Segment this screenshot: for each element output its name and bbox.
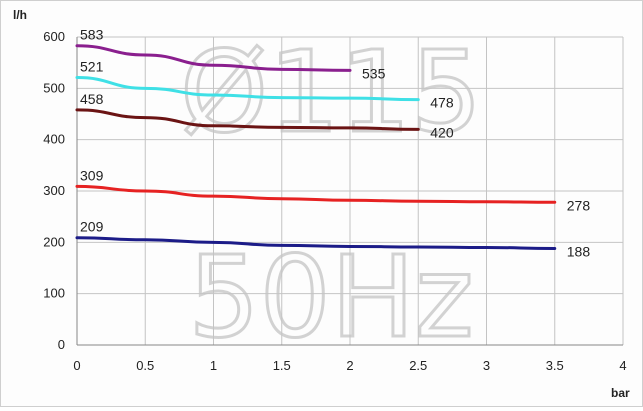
series-point [348, 199, 352, 202]
series-point [417, 128, 420, 131]
x-tick-label: 3.5 [546, 358, 564, 373]
series-point [348, 245, 352, 248]
end-value-label: 278 [567, 197, 591, 213]
series-line [75, 76, 420, 102]
series-point [144, 189, 147, 193]
x-tick-label: 1.5 [273, 358, 291, 373]
series-point [212, 194, 215, 198]
axes: 0 100 200 300 400 500 600 0 0.5 1 1.5 2 2.5 3 3.5 4 [43, 29, 626, 373]
series-point [212, 124, 215, 128]
x-tick-label: 0.5 [136, 358, 154, 373]
x-tick-label: 3 [483, 358, 490, 373]
series-point [280, 244, 283, 247]
series-point [417, 245, 420, 249]
start-value-label: 458 [80, 91, 104, 107]
series-point [348, 126, 352, 130]
y-tick-label: 600 [43, 29, 65, 44]
y-tick-label: 0 [58, 337, 65, 352]
series-point [212, 64, 215, 67]
y-tick-label: 400 [43, 132, 65, 147]
series-point [75, 44, 79, 47]
series-point [280, 197, 283, 200]
series-point [417, 200, 420, 203]
series-point [212, 241, 215, 244]
series-point [485, 246, 488, 249]
y-tick-label: 300 [43, 183, 65, 198]
end-value-label: 420 [430, 124, 454, 140]
series-point [280, 96, 283, 99]
end-value-label: 535 [362, 65, 386, 81]
series-point [348, 69, 352, 72]
series-point [75, 108, 79, 112]
series-point [144, 116, 147, 119]
end-value-label: 188 [567, 243, 591, 259]
x-tick-label: 2 [346, 358, 353, 373]
series-point [75, 236, 79, 239]
series-line [75, 236, 557, 250]
watermark: Ø115 50Hz [179, 27, 484, 365]
watermark-line-1: Ø115 [180, 28, 482, 158]
series-point [75, 76, 79, 79]
series-point [212, 93, 215, 97]
series-point [280, 126, 283, 129]
start-value-label: 309 [80, 167, 104, 183]
series-point [144, 238, 147, 241]
y-tick-label: 200 [43, 234, 65, 249]
series-layer [75, 44, 557, 250]
x-tick-label: 0 [73, 358, 80, 373]
series-point [348, 96, 352, 100]
watermark-line-2: 50Hz [188, 233, 474, 363]
series-point [144, 53, 147, 57]
start-value-label: 583 [80, 27, 104, 43]
x-tick-label: 2.5 [409, 358, 427, 373]
series-point [144, 87, 147, 90]
start-value-label: 209 [80, 219, 104, 235]
series-line [75, 108, 420, 131]
series-point [485, 200, 488, 203]
data-labels: 583 535 521 478 458 420 309 278 209 188 [80, 27, 590, 260]
start-value-label: 521 [80, 59, 104, 75]
series-point [280, 68, 283, 71]
y-tick-label: 500 [43, 80, 65, 95]
y-tick-label: 100 [43, 286, 65, 301]
x-tick-label: 1 [210, 358, 217, 373]
series-point [553, 247, 556, 250]
series-line [75, 184, 557, 204]
series-point [417, 98, 420, 101]
series-point [553, 201, 556, 204]
end-value-label: 478 [430, 95, 454, 111]
x-tick-label: 4 [619, 358, 626, 373]
x-axis-unit: bar [611, 386, 630, 400]
series-point [75, 185, 79, 188]
y-axis-unit: l/h [13, 8, 27, 22]
